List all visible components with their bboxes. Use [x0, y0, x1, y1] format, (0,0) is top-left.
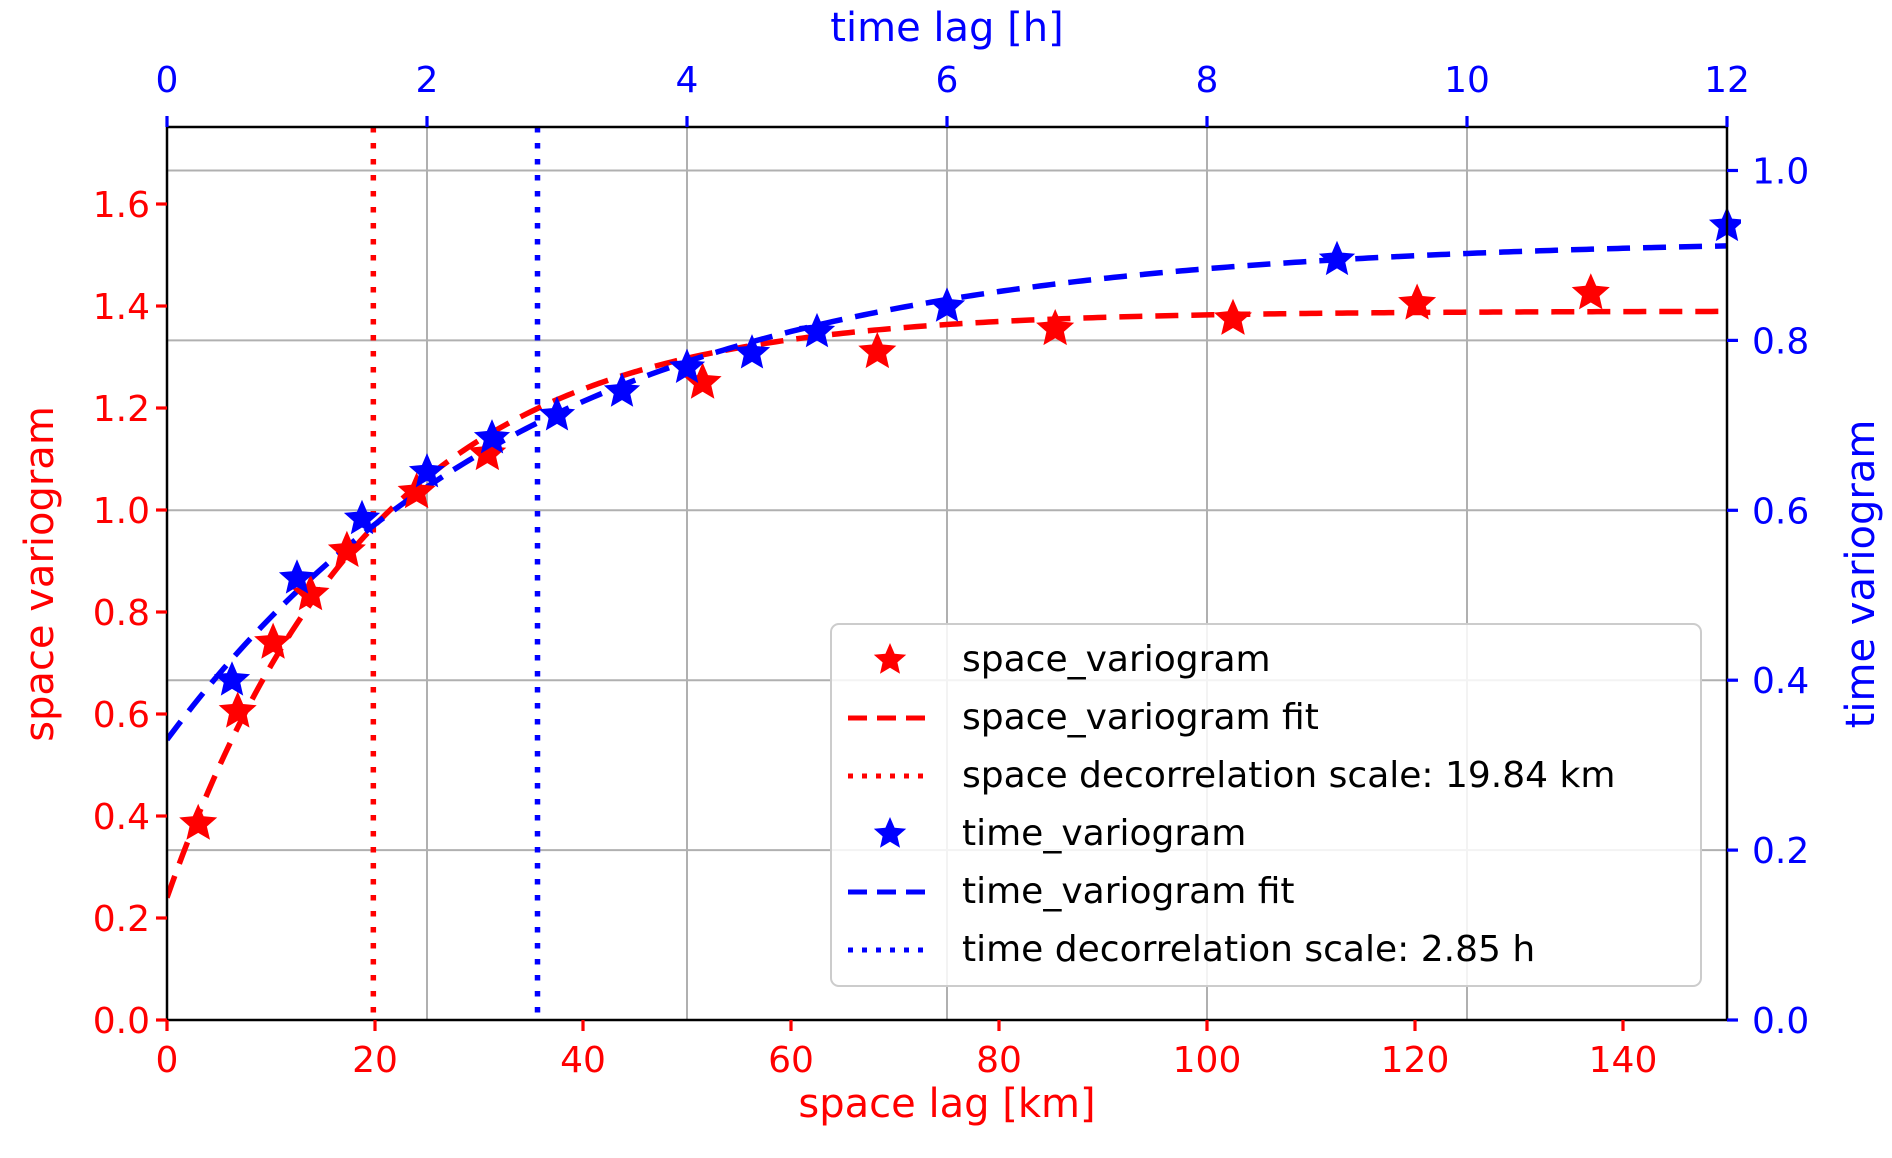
- star-marker-icon: [846, 638, 934, 682]
- left-tick-label: 0.2: [93, 899, 150, 940]
- top-tick-label: 12: [1704, 60, 1750, 101]
- data-point-star: [668, 348, 706, 383]
- data-point-star: [1708, 206, 1741, 242]
- legend-item-label: space_variogram fit: [962, 697, 1319, 738]
- bottom-axis-title: space lag [km]: [798, 1081, 1096, 1127]
- left-tick-label: 0.8: [93, 593, 150, 634]
- data-point-star: [468, 433, 507, 471]
- right-tick-label: 0.0: [1752, 1001, 1809, 1042]
- top-tick-label: 4: [676, 60, 699, 101]
- dotted-line-icon: [846, 928, 934, 972]
- bottom-tick-label: 140: [1589, 1040, 1658, 1081]
- legend-item-label: time_variogram: [962, 813, 1247, 854]
- bottom-tick-label: 0: [156, 1040, 179, 1081]
- bottom-tick-label: 60: [768, 1040, 814, 1081]
- data-point-star: [213, 661, 251, 696]
- data-point-star: [218, 691, 257, 728]
- data-point-star: [343, 499, 381, 535]
- legend-item-label: time_variogram fit: [962, 871, 1295, 912]
- legend-item-label: time decorrelation scale: 2.85 h: [962, 929, 1536, 970]
- data-point-star: [1036, 309, 1075, 346]
- legend-item-time-decorrelation-scale: time decorrelation scale: 2.85 h: [832, 922, 1700, 978]
- data-point-star: [473, 419, 511, 454]
- bottom-tick-label: 100: [1173, 1040, 1242, 1081]
- right-tick-label: 0.8: [1752, 321, 1809, 362]
- data-point-star: [798, 312, 836, 348]
- left-tick-label: 0.0: [93, 1001, 150, 1042]
- series-markers: [179, 206, 1741, 840]
- dashed-line-icon: [846, 696, 934, 740]
- left-tick-label: 0.6: [93, 695, 150, 736]
- left-axis-ticks: 0.0 0.2 0.4 0.6 0.8 1.0 1.2 1.4 1.6: [93, 185, 167, 1042]
- data-point-star: [408, 453, 446, 488]
- data-point-star: [254, 622, 293, 659]
- left-tick-label: 1.4: [93, 287, 150, 328]
- left-tick-label: 1.2: [93, 389, 150, 430]
- legend-item-label: space decorrelation scale: 19.84 km: [962, 755, 1616, 796]
- top-tick-label: 6: [936, 60, 959, 101]
- star-marker-icon: [846, 812, 934, 856]
- left-axis-title: space variogram: [17, 406, 63, 742]
- data-point-star: [603, 372, 641, 407]
- bottom-tick-label: 80: [976, 1040, 1022, 1081]
- legend: space_variogram space_variogram fit spac…: [830, 623, 1702, 987]
- data-point-star: [1571, 273, 1610, 310]
- right-tick-label: 1.0: [1752, 151, 1809, 192]
- bottom-tick-label: 120: [1381, 1040, 1450, 1081]
- top-tick-label: 2: [416, 60, 439, 101]
- dotted-line-icon: [846, 754, 934, 798]
- top-tick-label: 8: [1196, 60, 1219, 101]
- bottom-tick-label: 40: [560, 1040, 606, 1081]
- left-tick-label: 0.4: [93, 797, 150, 838]
- data-point-star: [1318, 240, 1356, 276]
- legend-item-label: space_variogram: [962, 639, 1271, 680]
- right-axis-ticks: 0.0 0.2 0.4 0.6 0.8 1.0: [1727, 151, 1809, 1042]
- legend-item-space-variogram-fit: space_variogram fit: [832, 690, 1700, 746]
- right-tick-label: 0.2: [1752, 831, 1809, 872]
- legend-item-time-variogram: time_variogram: [832, 806, 1700, 862]
- top-axis-title: time lag [h]: [830, 5, 1064, 51]
- data-point-star: [858, 331, 897, 369]
- data-point-star: [327, 530, 366, 567]
- data-point-star: [278, 559, 316, 594]
- data-point-star: [179, 803, 218, 840]
- legend-item-time-variogram-fit: time_variogram fit: [832, 864, 1700, 920]
- data-point-star: [1214, 298, 1252, 335]
- right-tick-label: 0.6: [1752, 491, 1809, 532]
- legend-item-space-decorrelation-scale: space decorrelation scale: 19.84 km: [832, 748, 1700, 804]
- top-tick-label: 0: [156, 60, 179, 101]
- data-point-star: [397, 472, 436, 509]
- bottom-tick-label: 20: [352, 1040, 398, 1081]
- left-tick-label: 1.0: [93, 491, 150, 532]
- data-point-star: [733, 334, 771, 369]
- top-tick-label: 10: [1444, 60, 1490, 101]
- right-axis-title: time variogram: [1838, 419, 1884, 729]
- left-tick-label: 1.6: [93, 185, 150, 226]
- data-point-star: [1398, 283, 1437, 320]
- right-tick-label: 0.4: [1752, 661, 1809, 702]
- legend-item-space-variogram: space_variogram: [832, 632, 1700, 688]
- data-point-star: [291, 574, 330, 611]
- dashed-line-icon: [846, 870, 934, 914]
- data-point-star: [683, 362, 722, 399]
- data-point-star: [928, 287, 966, 322]
- data-point-star: [538, 396, 576, 431]
- fit-curve: [166, 308, 1728, 899]
- top-axis-ticks: 0 2 4 6 8 10 12: [156, 60, 1750, 127]
- bottom-axis-ticks: 0 20 40 60 80 100 120 140: [156, 1020, 1658, 1081]
